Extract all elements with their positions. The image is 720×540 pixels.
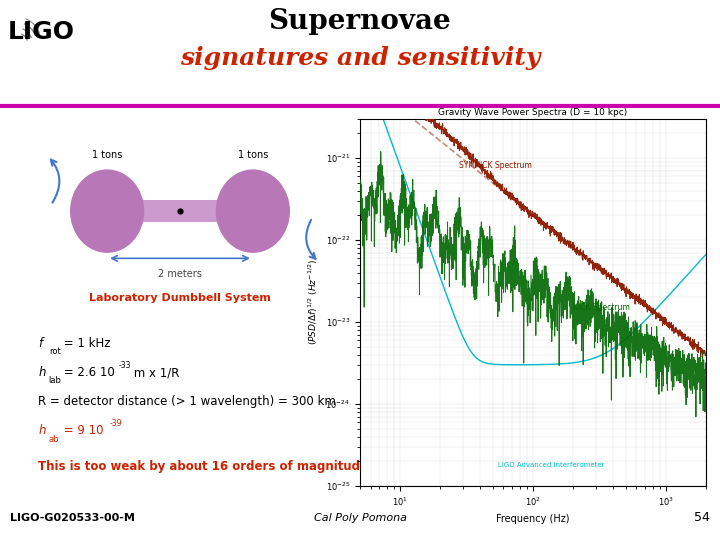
Text: lab: lab xyxy=(48,376,61,385)
Text: 2 meters: 2 meters xyxy=(158,268,202,279)
Text: rot: rot xyxy=(50,347,61,356)
Text: = 1 kHz: = 1 kHz xyxy=(60,337,111,350)
Text: -39: -39 xyxy=(109,419,122,428)
Y-axis label: $(PSD/\Delta f)^{1/2}\ (Hz^{-1/2})$: $(PSD/\Delta f)^{1/2}\ (Hz^{-1/2})$ xyxy=(307,259,320,346)
Text: This is too weak by about 16 orders of magnitude!: This is too weak by about 16 orders of m… xyxy=(38,460,374,473)
Ellipse shape xyxy=(71,170,143,252)
Text: LIGO-G020533-00-M: LIGO-G020533-00-M xyxy=(10,513,135,523)
Text: LIGO: LIGO xyxy=(8,20,75,44)
Text: signatures and sensitivity: signatures and sensitivity xyxy=(180,46,540,70)
Text: Laboratory Dumbbell System: Laboratory Dumbbell System xyxy=(89,293,271,303)
Text: ab: ab xyxy=(48,435,59,443)
Text: f: f xyxy=(38,337,42,350)
Text: = 9 10: = 9 10 xyxy=(60,424,104,437)
Text: KICK Spectrum: KICK Spectrum xyxy=(573,303,630,312)
Text: R = detector distance (> 1 wavelength) = 300 km: R = detector distance (> 1 wavelength) =… xyxy=(38,395,336,408)
Bar xyxy=(107,200,253,222)
Text: -33: -33 xyxy=(119,361,132,370)
Text: 54: 54 xyxy=(694,511,710,524)
Text: LIGO Advanced Interferometer: LIGO Advanced Interferometer xyxy=(498,462,605,468)
Ellipse shape xyxy=(217,170,289,252)
Text: Cal Poly Pomona: Cal Poly Pomona xyxy=(313,513,407,523)
X-axis label: Frequency (Hz): Frequency (Hz) xyxy=(496,514,570,524)
Text: h: h xyxy=(38,424,46,437)
Text: h: h xyxy=(38,366,46,379)
Title: Gravity Wave Power Spectra (D = 10 kpc): Gravity Wave Power Spectra (D = 10 kpc) xyxy=(438,107,627,117)
Text: 1 tons: 1 tons xyxy=(92,150,122,160)
Text: Supernovae: Supernovae xyxy=(269,8,451,35)
Text: m x 1/R: m x 1/R xyxy=(130,366,179,379)
Text: 1 tons: 1 tons xyxy=(238,150,268,160)
Text: = 2.6 10: = 2.6 10 xyxy=(60,366,115,379)
Text: SYMKICK Spectrum: SYMKICK Spectrum xyxy=(459,161,532,171)
